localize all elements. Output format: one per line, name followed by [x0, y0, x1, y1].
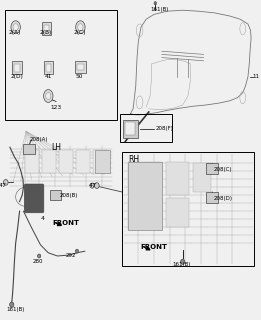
Ellipse shape	[154, 2, 157, 5]
Text: 41: 41	[45, 74, 52, 79]
Text: 161(B): 161(B)	[150, 7, 168, 12]
Ellipse shape	[44, 90, 53, 102]
Text: FRONT: FRONT	[52, 220, 79, 226]
Ellipse shape	[3, 180, 8, 185]
Ellipse shape	[78, 24, 83, 31]
Bar	[206, 192, 218, 203]
Ellipse shape	[75, 249, 79, 253]
Text: 2(D): 2(D)	[10, 74, 23, 79]
Bar	[76, 150, 90, 173]
Ellipse shape	[181, 259, 185, 264]
Text: 208(A): 208(A)	[30, 137, 49, 142]
Ellipse shape	[90, 183, 94, 188]
Text: FRONT: FRONT	[140, 244, 167, 250]
Ellipse shape	[46, 92, 51, 100]
Bar	[123, 120, 138, 138]
Bar	[128, 198, 162, 230]
Bar	[46, 64, 51, 72]
Bar	[93, 150, 107, 173]
Ellipse shape	[38, 254, 41, 258]
Bar	[166, 162, 189, 195]
Bar	[14, 64, 20, 72]
Text: 4: 4	[40, 216, 45, 221]
Text: 161(B): 161(B)	[172, 262, 191, 268]
Text: 208(F): 208(F)	[155, 126, 173, 132]
Bar	[120, 114, 172, 142]
Text: 2(A): 2(A)	[8, 30, 21, 36]
FancyBboxPatch shape	[24, 184, 44, 213]
Text: 208(D): 208(D)	[214, 196, 233, 201]
Bar	[95, 150, 110, 173]
Text: 292: 292	[66, 253, 76, 258]
Ellipse shape	[76, 21, 85, 34]
Bar	[12, 61, 22, 74]
Ellipse shape	[13, 24, 18, 31]
Text: LH: LH	[51, 143, 61, 152]
Text: 123: 123	[51, 105, 62, 110]
Bar	[23, 144, 35, 154]
Bar	[128, 162, 162, 195]
Text: 2(C): 2(C)	[73, 30, 86, 36]
Bar	[125, 122, 135, 135]
Bar	[50, 190, 61, 200]
Bar	[122, 152, 254, 266]
Text: 50: 50	[76, 74, 83, 79]
Bar	[44, 25, 49, 33]
Ellipse shape	[94, 183, 99, 188]
Ellipse shape	[10, 302, 14, 307]
Bar	[44, 61, 53, 74]
Bar	[59, 150, 73, 173]
Text: 161(B): 161(B)	[7, 307, 25, 312]
Ellipse shape	[11, 21, 20, 34]
Bar	[206, 163, 218, 174]
Bar	[5, 10, 117, 120]
Text: 208(C): 208(C)	[214, 167, 233, 172]
Text: 47: 47	[89, 183, 97, 188]
Bar	[166, 198, 189, 227]
Bar	[42, 150, 56, 173]
Bar	[128, 162, 162, 230]
Bar	[77, 64, 84, 70]
Text: RH: RH	[128, 155, 139, 164]
Text: 2(B): 2(B)	[39, 30, 52, 36]
Text: 47: 47	[0, 183, 7, 188]
Text: 208(B): 208(B)	[60, 193, 78, 198]
Text: 11: 11	[252, 74, 259, 79]
Bar	[75, 61, 86, 73]
Text: 280: 280	[33, 259, 44, 264]
Bar	[193, 163, 211, 192]
Bar	[42, 22, 51, 35]
Bar	[25, 150, 39, 173]
